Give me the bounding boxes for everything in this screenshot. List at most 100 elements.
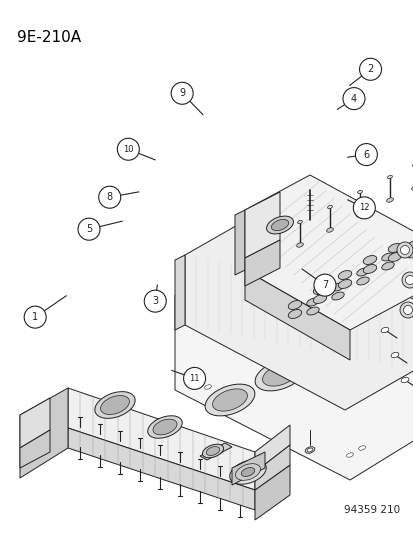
Circle shape	[117, 138, 139, 160]
Ellipse shape	[287, 310, 301, 318]
Ellipse shape	[354, 309, 404, 341]
Polygon shape	[244, 240, 279, 286]
Ellipse shape	[204, 385, 211, 389]
Ellipse shape	[380, 327, 388, 333]
Ellipse shape	[147, 416, 182, 438]
Ellipse shape	[204, 384, 254, 416]
Ellipse shape	[271, 220, 288, 231]
Ellipse shape	[399, 302, 413, 318]
Ellipse shape	[362, 264, 376, 273]
Circle shape	[313, 274, 335, 296]
Ellipse shape	[370, 282, 376, 286]
Ellipse shape	[346, 453, 353, 457]
Ellipse shape	[229, 460, 266, 484]
Ellipse shape	[287, 301, 301, 310]
Text: 8: 8	[107, 192, 112, 202]
Ellipse shape	[357, 190, 361, 193]
Ellipse shape	[241, 467, 254, 477]
Polygon shape	[254, 445, 289, 490]
Ellipse shape	[262, 364, 297, 386]
Ellipse shape	[412, 163, 413, 167]
Ellipse shape	[406, 250, 413, 258]
Circle shape	[171, 82, 193, 104]
Ellipse shape	[306, 448, 312, 452]
Ellipse shape	[386, 198, 392, 202]
Text: 94359 210: 94359 210	[343, 505, 399, 515]
Ellipse shape	[95, 392, 135, 418]
Ellipse shape	[331, 292, 343, 300]
Circle shape	[352, 197, 375, 219]
Ellipse shape	[331, 283, 343, 291]
Ellipse shape	[337, 271, 351, 279]
Ellipse shape	[358, 446, 365, 450]
Text: 7: 7	[321, 280, 328, 290]
Ellipse shape	[313, 286, 326, 294]
Ellipse shape	[387, 253, 401, 262]
Ellipse shape	[202, 444, 223, 458]
Circle shape	[354, 143, 377, 166]
Ellipse shape	[306, 307, 318, 315]
Polygon shape	[20, 388, 68, 478]
Polygon shape	[20, 430, 50, 468]
Ellipse shape	[297, 220, 301, 224]
Ellipse shape	[411, 186, 413, 190]
Ellipse shape	[356, 277, 368, 285]
Circle shape	[358, 58, 381, 80]
Ellipse shape	[254, 359, 304, 391]
Circle shape	[183, 367, 205, 390]
Text: 10: 10	[123, 145, 133, 154]
Polygon shape	[185, 215, 413, 410]
Text: 9E-210A: 9E-210A	[17, 30, 81, 45]
Ellipse shape	[206, 447, 219, 456]
Ellipse shape	[212, 389, 247, 411]
Polygon shape	[231, 452, 264, 485]
Ellipse shape	[304, 447, 314, 453]
Text: 11: 11	[189, 374, 199, 383]
Ellipse shape	[387, 244, 401, 253]
Ellipse shape	[381, 262, 393, 270]
Ellipse shape	[356, 268, 368, 276]
Ellipse shape	[400, 377, 408, 383]
Ellipse shape	[362, 314, 396, 336]
Text: 3: 3	[152, 296, 158, 306]
Polygon shape	[68, 428, 254, 510]
Text: 4: 4	[350, 94, 356, 103]
Polygon shape	[199, 443, 231, 460]
Ellipse shape	[337, 279, 351, 288]
Text: 9: 9	[179, 88, 185, 98]
Circle shape	[144, 290, 166, 312]
Ellipse shape	[346, 270, 353, 274]
Ellipse shape	[404, 276, 413, 285]
Ellipse shape	[312, 339, 347, 361]
Polygon shape	[244, 192, 279, 258]
Ellipse shape	[358, 276, 365, 280]
Text: 5: 5	[85, 224, 92, 234]
Polygon shape	[20, 398, 50, 448]
Circle shape	[24, 306, 46, 328]
Ellipse shape	[296, 243, 303, 247]
Ellipse shape	[327, 205, 332, 208]
Ellipse shape	[382, 288, 388, 292]
Ellipse shape	[242, 296, 247, 300]
Ellipse shape	[100, 395, 129, 415]
Ellipse shape	[153, 419, 177, 435]
Ellipse shape	[403, 305, 411, 314]
Polygon shape	[244, 175, 413, 330]
Ellipse shape	[204, 301, 211, 305]
Ellipse shape	[216, 295, 223, 299]
Polygon shape	[244, 270, 349, 360]
Circle shape	[98, 186, 121, 208]
Ellipse shape	[304, 334, 354, 366]
Ellipse shape	[257, 306, 262, 310]
Ellipse shape	[396, 242, 412, 258]
Text: 2: 2	[366, 64, 373, 74]
Text: 6: 6	[363, 150, 368, 159]
Ellipse shape	[235, 464, 260, 480]
Ellipse shape	[252, 301, 257, 305]
Ellipse shape	[267, 298, 272, 302]
Text: 12: 12	[358, 204, 369, 212]
Ellipse shape	[326, 228, 332, 232]
Ellipse shape	[266, 216, 293, 234]
Text: 1: 1	[32, 312, 38, 322]
Polygon shape	[175, 255, 185, 330]
